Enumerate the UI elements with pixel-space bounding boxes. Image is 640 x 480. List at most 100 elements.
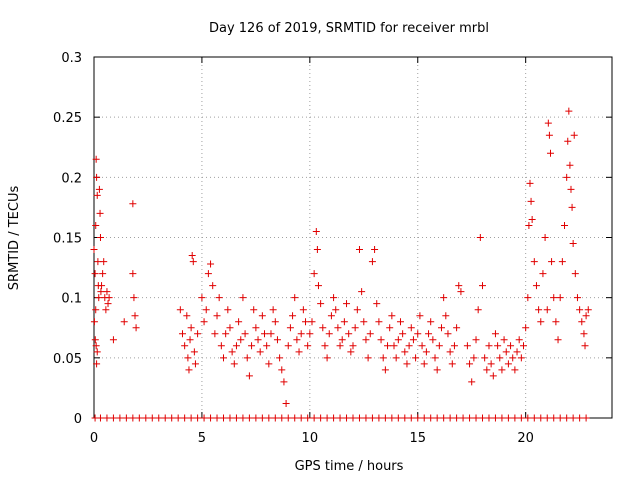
data-point bbox=[418, 342, 426, 350]
data-point bbox=[545, 131, 553, 139]
data-point bbox=[453, 414, 461, 422]
data-point bbox=[569, 414, 577, 422]
data-point bbox=[200, 318, 208, 326]
data-point bbox=[569, 240, 577, 248]
data-point bbox=[189, 258, 197, 266]
data-point bbox=[435, 342, 443, 350]
data-point bbox=[92, 306, 100, 314]
axis-ticks: 0 5 10 15 20 0 0.05 0.1 0.15 0.2 0.25 0.3 bbox=[53, 51, 612, 446]
data-point bbox=[142, 414, 150, 422]
data-point bbox=[252, 324, 260, 332]
data-point bbox=[323, 414, 331, 422]
data-point bbox=[215, 294, 223, 302]
data-point bbox=[543, 414, 551, 422]
data-point bbox=[248, 342, 256, 350]
data-point bbox=[237, 336, 245, 344]
data-point bbox=[567, 185, 575, 193]
data-point bbox=[390, 342, 398, 350]
data-point bbox=[368, 414, 376, 422]
data-point bbox=[230, 360, 238, 368]
data-point bbox=[353, 306, 361, 314]
data-point bbox=[186, 336, 194, 344]
data-point bbox=[211, 330, 219, 338]
data-point bbox=[420, 414, 428, 422]
data-point bbox=[269, 306, 277, 314]
data-point bbox=[347, 348, 355, 356]
data-point bbox=[381, 366, 389, 374]
data-point bbox=[168, 414, 176, 422]
data-point bbox=[355, 414, 363, 422]
data-point bbox=[364, 354, 372, 362]
data-point bbox=[306, 330, 314, 338]
data-point bbox=[103, 414, 111, 422]
data-point bbox=[239, 414, 247, 422]
data-point bbox=[103, 288, 111, 296]
data-point bbox=[584, 306, 592, 314]
data-point bbox=[525, 221, 533, 229]
data-point bbox=[399, 330, 407, 338]
data-point bbox=[220, 414, 227, 422]
data-point bbox=[433, 414, 441, 422]
data-point bbox=[261, 330, 269, 338]
data-point bbox=[273, 336, 281, 344]
data-point bbox=[444, 330, 452, 338]
data-point bbox=[256, 348, 264, 356]
data-point bbox=[403, 360, 411, 368]
data-point bbox=[507, 342, 515, 350]
data-point bbox=[582, 312, 590, 320]
data-point bbox=[520, 342, 528, 350]
data-point bbox=[384, 342, 392, 350]
data-point bbox=[556, 414, 564, 422]
data-point bbox=[358, 288, 366, 296]
data-point bbox=[479, 414, 486, 422]
data-point bbox=[325, 330, 333, 338]
data-point bbox=[526, 179, 534, 187]
data-point bbox=[228, 348, 236, 356]
data-point bbox=[455, 282, 463, 290]
data-point bbox=[425, 330, 433, 338]
data-point bbox=[349, 342, 357, 350]
x-tick-label: 10 bbox=[302, 431, 319, 446]
data-point bbox=[524, 414, 532, 422]
data-point bbox=[414, 330, 422, 338]
data-point bbox=[446, 414, 454, 422]
data-point bbox=[401, 414, 409, 422]
data-point bbox=[517, 414, 525, 422]
data-point bbox=[314, 282, 322, 290]
data-point bbox=[466, 414, 474, 422]
data-point bbox=[129, 200, 137, 208]
data-point bbox=[368, 258, 376, 266]
data-point bbox=[116, 414, 124, 422]
data-point bbox=[224, 306, 232, 314]
data-point bbox=[530, 414, 538, 422]
data-point bbox=[539, 270, 547, 278]
data-point bbox=[580, 330, 588, 338]
data-point bbox=[571, 270, 579, 278]
data-point bbox=[576, 306, 584, 314]
data-point bbox=[459, 414, 467, 422]
data-point bbox=[226, 414, 234, 422]
data-point bbox=[340, 318, 348, 326]
data-point bbox=[563, 173, 571, 181]
data-point bbox=[564, 137, 572, 145]
data-point bbox=[414, 414, 422, 422]
y-tick-label: 0.1 bbox=[61, 292, 82, 307]
data-point bbox=[207, 260, 215, 268]
data-point bbox=[386, 324, 394, 332]
data-point bbox=[362, 336, 370, 344]
data-point bbox=[191, 360, 199, 368]
data-point bbox=[252, 414, 260, 422]
data-point bbox=[388, 312, 396, 320]
data-point bbox=[548, 258, 556, 266]
data-point bbox=[187, 414, 195, 422]
data-point bbox=[336, 414, 344, 422]
data-point bbox=[568, 203, 576, 211]
data-point bbox=[304, 342, 312, 350]
data-point bbox=[183, 312, 191, 320]
data-point bbox=[373, 300, 381, 308]
data-point bbox=[550, 294, 558, 302]
data-point bbox=[500, 336, 508, 344]
data-point bbox=[556, 294, 564, 302]
data-point bbox=[299, 306, 307, 314]
